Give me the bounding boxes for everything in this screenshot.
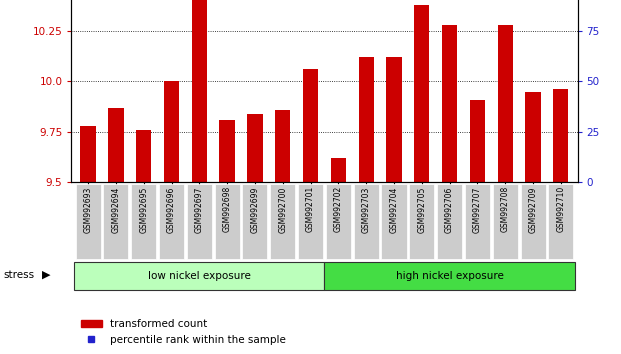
FancyBboxPatch shape xyxy=(354,184,379,259)
FancyBboxPatch shape xyxy=(324,262,575,290)
FancyBboxPatch shape xyxy=(242,184,268,259)
Legend: transformed count, percentile rank within the sample: transformed count, percentile rank withi… xyxy=(76,315,290,349)
Bar xyxy=(247,114,263,182)
Bar xyxy=(219,120,235,182)
Bar xyxy=(414,5,430,182)
Text: GSM992693: GSM992693 xyxy=(84,186,93,233)
Bar xyxy=(386,57,402,182)
Bar xyxy=(525,92,541,182)
Bar xyxy=(553,90,568,182)
FancyBboxPatch shape xyxy=(131,184,156,259)
Text: GSM992709: GSM992709 xyxy=(528,186,538,233)
FancyBboxPatch shape xyxy=(409,184,434,259)
Text: GSM992705: GSM992705 xyxy=(417,186,426,233)
FancyBboxPatch shape xyxy=(326,184,351,259)
Bar xyxy=(164,81,179,182)
Text: GSM992704: GSM992704 xyxy=(389,186,399,233)
Text: GSM992695: GSM992695 xyxy=(139,186,148,233)
Text: high nickel exposure: high nickel exposure xyxy=(396,271,504,281)
FancyBboxPatch shape xyxy=(103,184,129,259)
FancyBboxPatch shape xyxy=(437,184,462,259)
Text: GSM992703: GSM992703 xyxy=(361,186,371,233)
Text: GSM992697: GSM992697 xyxy=(195,186,204,233)
Bar xyxy=(442,25,457,182)
Text: GSM992699: GSM992699 xyxy=(250,186,260,233)
Text: GSM992701: GSM992701 xyxy=(306,186,315,233)
Text: GSM992698: GSM992698 xyxy=(223,186,232,233)
Bar xyxy=(81,126,96,182)
FancyBboxPatch shape xyxy=(215,184,240,259)
Text: GSM992707: GSM992707 xyxy=(473,186,482,233)
Text: stress: stress xyxy=(3,269,34,280)
Bar xyxy=(497,25,513,182)
FancyBboxPatch shape xyxy=(187,184,212,259)
Bar xyxy=(192,0,207,182)
Bar xyxy=(303,69,318,182)
FancyBboxPatch shape xyxy=(74,262,324,290)
Bar xyxy=(136,130,152,182)
Text: GSM992702: GSM992702 xyxy=(334,186,343,233)
Text: GSM992708: GSM992708 xyxy=(501,186,510,233)
Text: GSM992710: GSM992710 xyxy=(556,186,565,233)
FancyBboxPatch shape xyxy=(492,184,518,259)
FancyBboxPatch shape xyxy=(76,184,101,259)
Bar xyxy=(275,110,291,182)
Bar xyxy=(108,108,124,182)
Text: GSM992694: GSM992694 xyxy=(111,186,120,233)
FancyBboxPatch shape xyxy=(270,184,295,259)
FancyBboxPatch shape xyxy=(548,184,573,259)
FancyBboxPatch shape xyxy=(159,184,184,259)
Bar xyxy=(469,99,485,182)
Text: ▶: ▶ xyxy=(42,269,51,280)
FancyBboxPatch shape xyxy=(298,184,323,259)
FancyBboxPatch shape xyxy=(381,184,407,259)
Bar xyxy=(358,57,374,182)
FancyBboxPatch shape xyxy=(520,184,546,259)
Text: GSM992700: GSM992700 xyxy=(278,186,288,233)
Bar xyxy=(331,158,346,182)
FancyBboxPatch shape xyxy=(465,184,490,259)
Text: low nickel exposure: low nickel exposure xyxy=(148,271,251,281)
Text: GSM992696: GSM992696 xyxy=(167,186,176,233)
Text: GSM992706: GSM992706 xyxy=(445,186,454,233)
